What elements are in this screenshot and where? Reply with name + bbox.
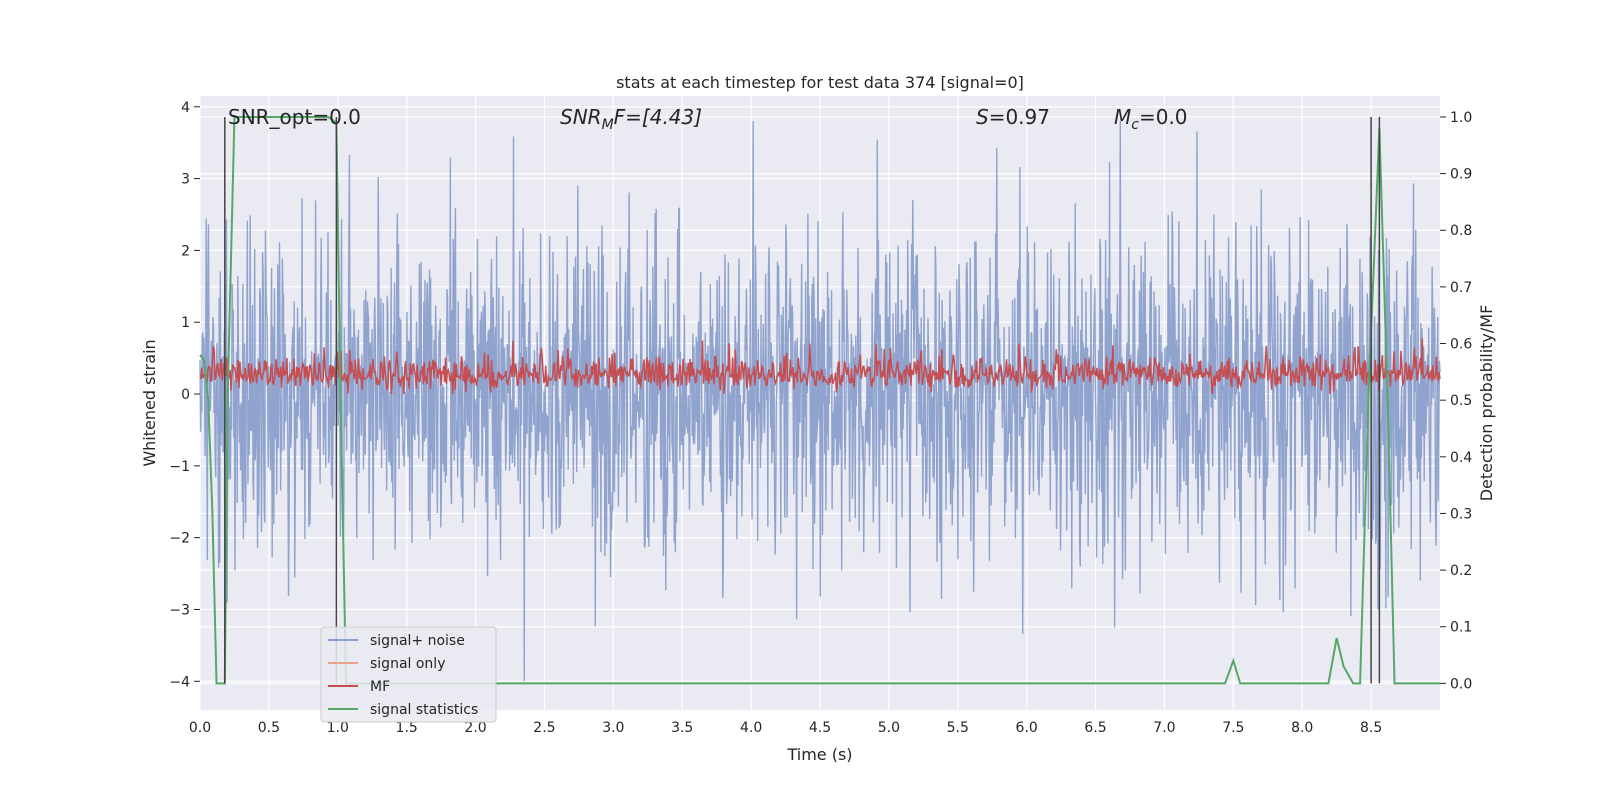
y-tick-label: 2 (181, 243, 190, 259)
series-signal-noise (199, 121, 1441, 682)
y2-axis-label: Detection probability/MF (1477, 305, 1496, 502)
y-tick-label: 3 (181, 172, 190, 188)
y-tick-label: 4 (181, 100, 190, 116)
y2-tick-label: 0.9 (1450, 167, 1472, 183)
legend-label-mf: MF (370, 679, 390, 695)
y-tick-label: −2 (169, 531, 190, 547)
legend-label-signal-statistics: signal statistics (370, 702, 478, 718)
x-tick-label: 5.5 (947, 720, 969, 736)
x-tick-label: 4.0 (740, 720, 762, 736)
y-tick-label: 0 (181, 387, 190, 403)
legend: signal+ noise signal only MF signal stat… (320, 626, 497, 723)
y2-tick-label: 0.6 (1450, 337, 1472, 353)
x-tick-label: 2.0 (464, 720, 486, 736)
x-tick-label: 1.5 (396, 720, 418, 736)
s-prefix: S (976, 105, 989, 129)
x-tick-label: 2.5 (533, 720, 555, 736)
legend-label-signal-only: signal only (370, 656, 445, 672)
y-tick-label: −3 (169, 602, 190, 618)
vertical-markers (224, 116, 1381, 684)
legend-label-signal-noise: signal+ noise (370, 633, 465, 649)
x-tick-label: 1.0 (327, 720, 349, 736)
x-axis-ticks: 0.0 0.5 1.0 1.5 2.0 2.5 3.0 3.5 4.0 4.5 5.0 5.5 6.0 6… (189, 720, 1382, 736)
y2-tick-label: 0.5 (1450, 393, 1472, 409)
y2-tick-label: 0.7 (1450, 280, 1472, 296)
y2-tick-label: 0.4 (1450, 450, 1472, 466)
x-tick-label: 0.5 (258, 720, 280, 736)
x-tick-label: 3.5 (671, 720, 693, 736)
y2-tick-label: 1.0 (1450, 110, 1472, 126)
x-axis-label: Time (s) (786, 745, 852, 764)
y-tick-label: 1 (181, 315, 190, 331)
annotation-s: S=0.97 (976, 105, 1050, 129)
y-axis-label: Whitened strain (140, 339, 159, 466)
y2-tick-label: 0.1 (1450, 620, 1472, 636)
mc-suffix: =0.0 (1139, 105, 1188, 129)
annotation-mc: Mc=0.0 (1114, 105, 1188, 133)
annotation-snr-mf: SNRMF=[4.43] (560, 105, 702, 133)
chart-title: stats at each timestep for test data 374… (616, 73, 1024, 92)
mc-sub: c (1131, 117, 1139, 133)
s-suffix: =0.97 (989, 105, 1050, 129)
x-tick-label: 8.0 (1291, 720, 1313, 736)
x-tick-label: 3.0 (602, 720, 624, 736)
y2-tick-label: 0.8 (1450, 223, 1472, 239)
x-tick-label: 0.0 (189, 720, 211, 736)
x-tick-label: 8.5 (1360, 720, 1382, 736)
y2-tick-label: 0.3 (1450, 506, 1472, 522)
mc-prefix: M (1114, 105, 1131, 129)
snr-mf-suffix: F=[4.43] (614, 105, 702, 129)
y2-axis-ticks: 0.0 0.1 0.2 0.3 0.4 0.5 0.6 0.7 0.8 0.9 1.0 (1440, 110, 1472, 692)
snr-mf-sub: M (602, 117, 614, 133)
x-tick-label: 5.0 (878, 720, 900, 736)
y2-tick-label: 0.2 (1450, 563, 1472, 579)
snr-mf-prefix: SNR (560, 105, 602, 129)
x-tick-label: 7.5 (1222, 720, 1244, 736)
legend-box (320, 626, 497, 723)
x-tick-label: 6.5 (1084, 720, 1106, 736)
annotation-snr-opt: SNR_opt=0.0 (228, 105, 361, 129)
y-tick-label: −1 (169, 459, 190, 475)
x-tick-label: 6.0 (1016, 720, 1038, 736)
y-axis-ticks: −4 −3 −2 −1 0 1 2 3 4 (169, 100, 200, 690)
y2-tick-label: 0.0 (1450, 676, 1472, 692)
x-tick-label: 7.0 (1153, 720, 1175, 736)
y-tick-label: −4 (169, 674, 190, 690)
x-tick-label: 4.5 (809, 720, 831, 736)
series-mf (199, 338, 1441, 395)
